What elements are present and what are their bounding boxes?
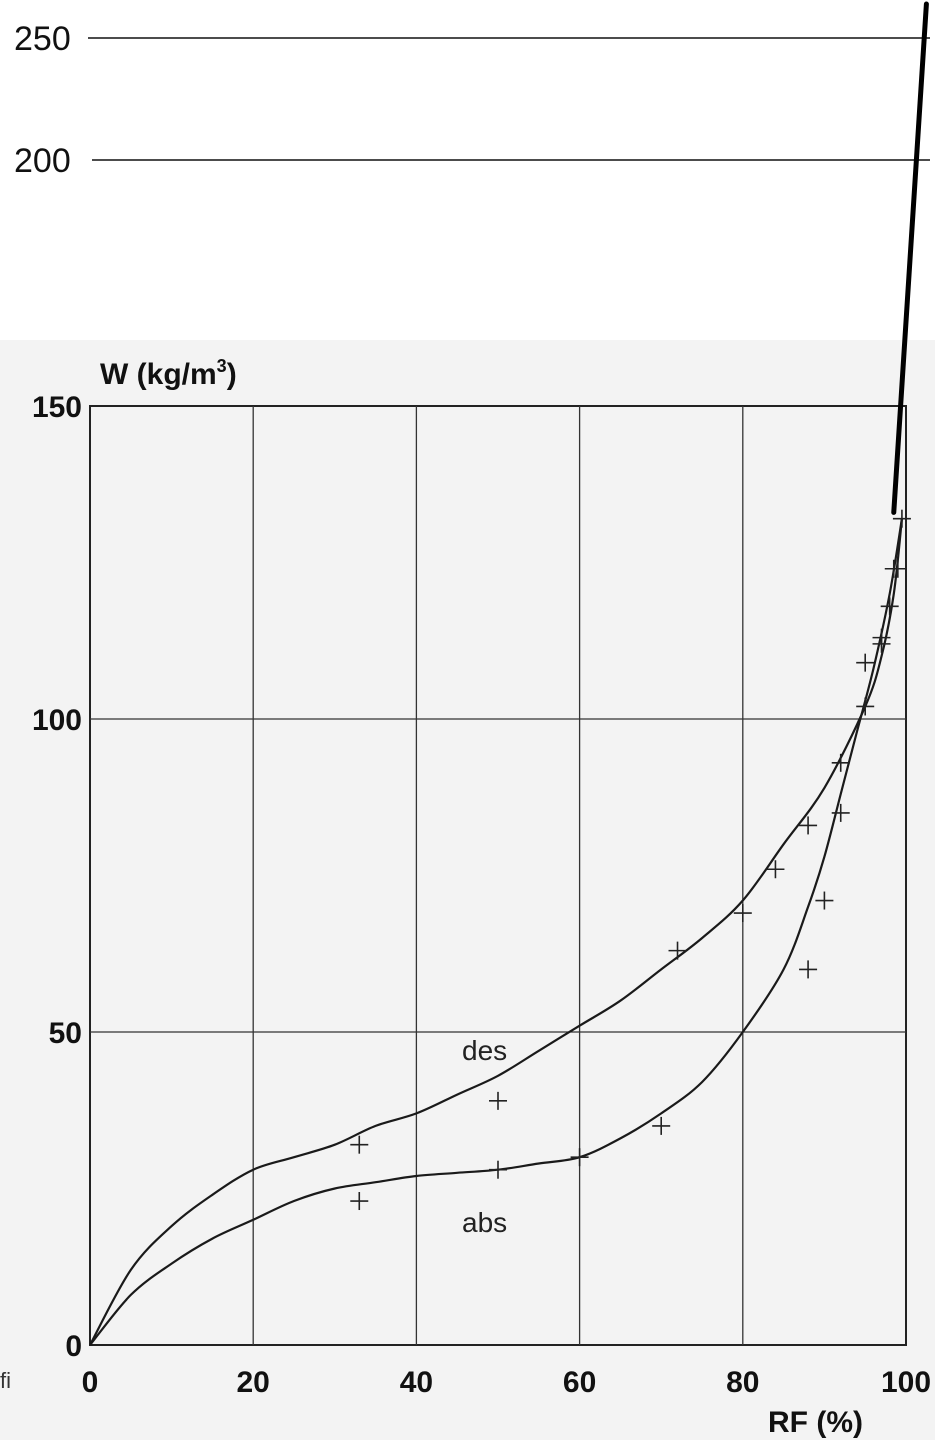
y-tick-label-150: 150	[32, 391, 82, 424]
data-point-des-9	[881, 597, 899, 615]
x-tick-label-100: 100	[881, 1366, 931, 1399]
tick-label-layer: 0 20 40 60 80 100 0 50 100 150	[32, 391, 931, 1399]
y-tick-label-0: 0	[65, 1330, 82, 1363]
data-point-abs-2	[571, 1148, 589, 1166]
annotation-layer: 200 250	[14, 4, 930, 512]
margin-note: fi	[0, 1368, 11, 1393]
plot-frame	[90, 406, 906, 1345]
extended-tick-label-200: 200	[14, 142, 71, 180]
data-point-des-0	[350, 1136, 368, 1154]
data-point-des-2	[669, 942, 687, 960]
x-axis-title: RF (%)	[768, 1406, 863, 1439]
extrapolation-line	[894, 4, 927, 512]
data-point-abs-7	[856, 654, 874, 672]
x-tick-label-40: 40	[400, 1366, 433, 1399]
series-label-abs: abs	[462, 1207, 507, 1238]
data-point-des-7	[856, 697, 874, 715]
data-point-abs-5	[815, 892, 833, 910]
data-point-abs-1	[489, 1161, 507, 1179]
x-tick-label-80: 80	[726, 1366, 759, 1399]
data-point-abs-4	[799, 960, 817, 978]
data-point-abs-3	[652, 1117, 670, 1135]
x-tick-label-60: 60	[563, 1366, 596, 1399]
data-point-abs-0	[350, 1192, 368, 1210]
data-point-des-1	[489, 1092, 507, 1110]
data-point-abs-9	[885, 560, 903, 578]
y-tick-label-50: 50	[49, 1017, 82, 1050]
extended-tick-label-250: 250	[14, 20, 71, 58]
data-point-des-4	[766, 860, 784, 878]
y-tick-label-100: 100	[32, 704, 82, 737]
x-tick-label-0: 0	[82, 1366, 99, 1399]
series-label-des: des	[462, 1035, 507, 1066]
x-tick-label-20: 20	[237, 1366, 270, 1399]
y-axis-title: W (kg/m3)	[100, 356, 237, 391]
grid-layer	[90, 406, 906, 1345]
